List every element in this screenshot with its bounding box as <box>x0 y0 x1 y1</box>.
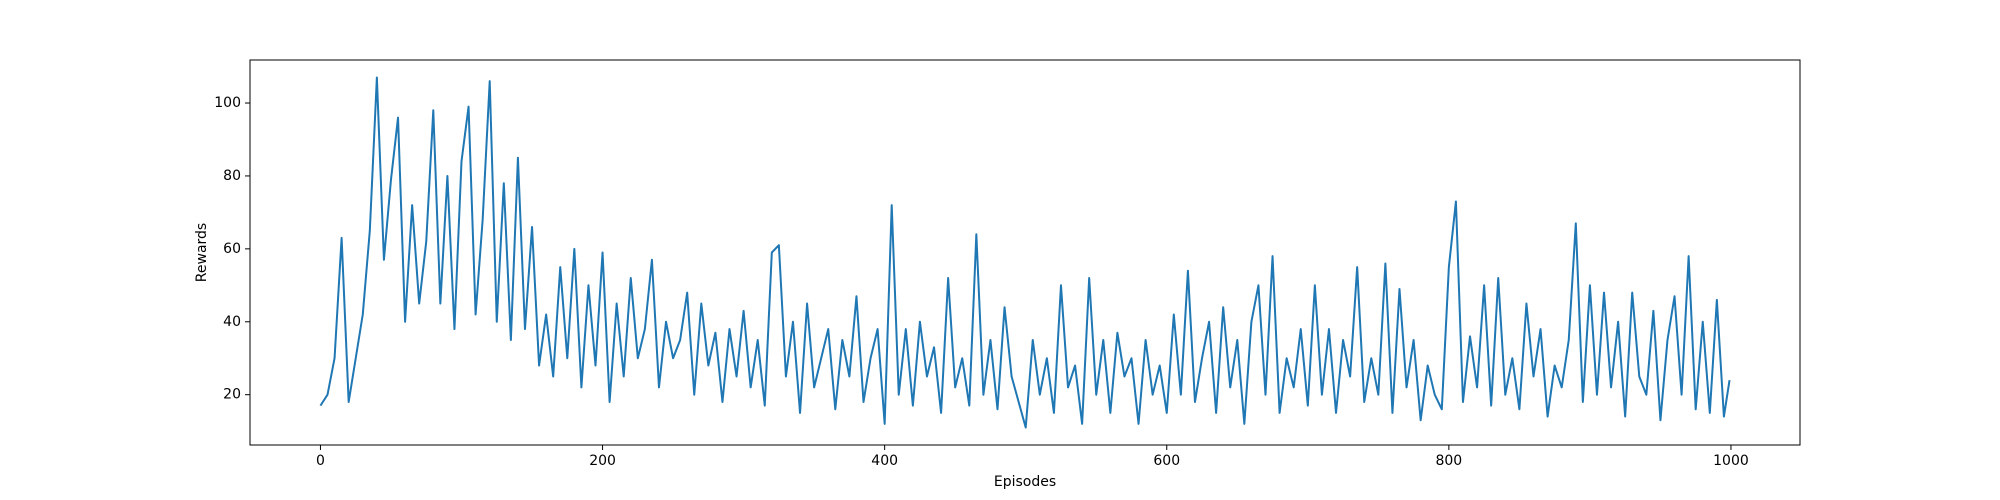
x-axis-label: Episodes <box>994 474 1056 490</box>
x-tick-label: 0 <box>316 453 325 469</box>
reward-line <box>319 76 1731 429</box>
y-tick-label: 60 <box>223 241 241 257</box>
x-tick-label: 600 <box>1153 453 1180 469</box>
y-tick-label: 80 <box>223 168 241 184</box>
plot-area <box>250 60 1800 445</box>
y-axis-label: Rewards <box>194 223 210 282</box>
x-tick-label: 800 <box>1435 453 1462 469</box>
x-tick-label: 200 <box>589 453 616 469</box>
x-tick-label: 1000 <box>1713 453 1749 469</box>
y-tick-label: 20 <box>223 387 241 403</box>
axes-frame <box>249 59 1801 446</box>
y-tick-label: 40 <box>223 314 241 330</box>
y-tick-label: 100 <box>214 95 241 111</box>
x-tick-label: 400 <box>871 453 898 469</box>
